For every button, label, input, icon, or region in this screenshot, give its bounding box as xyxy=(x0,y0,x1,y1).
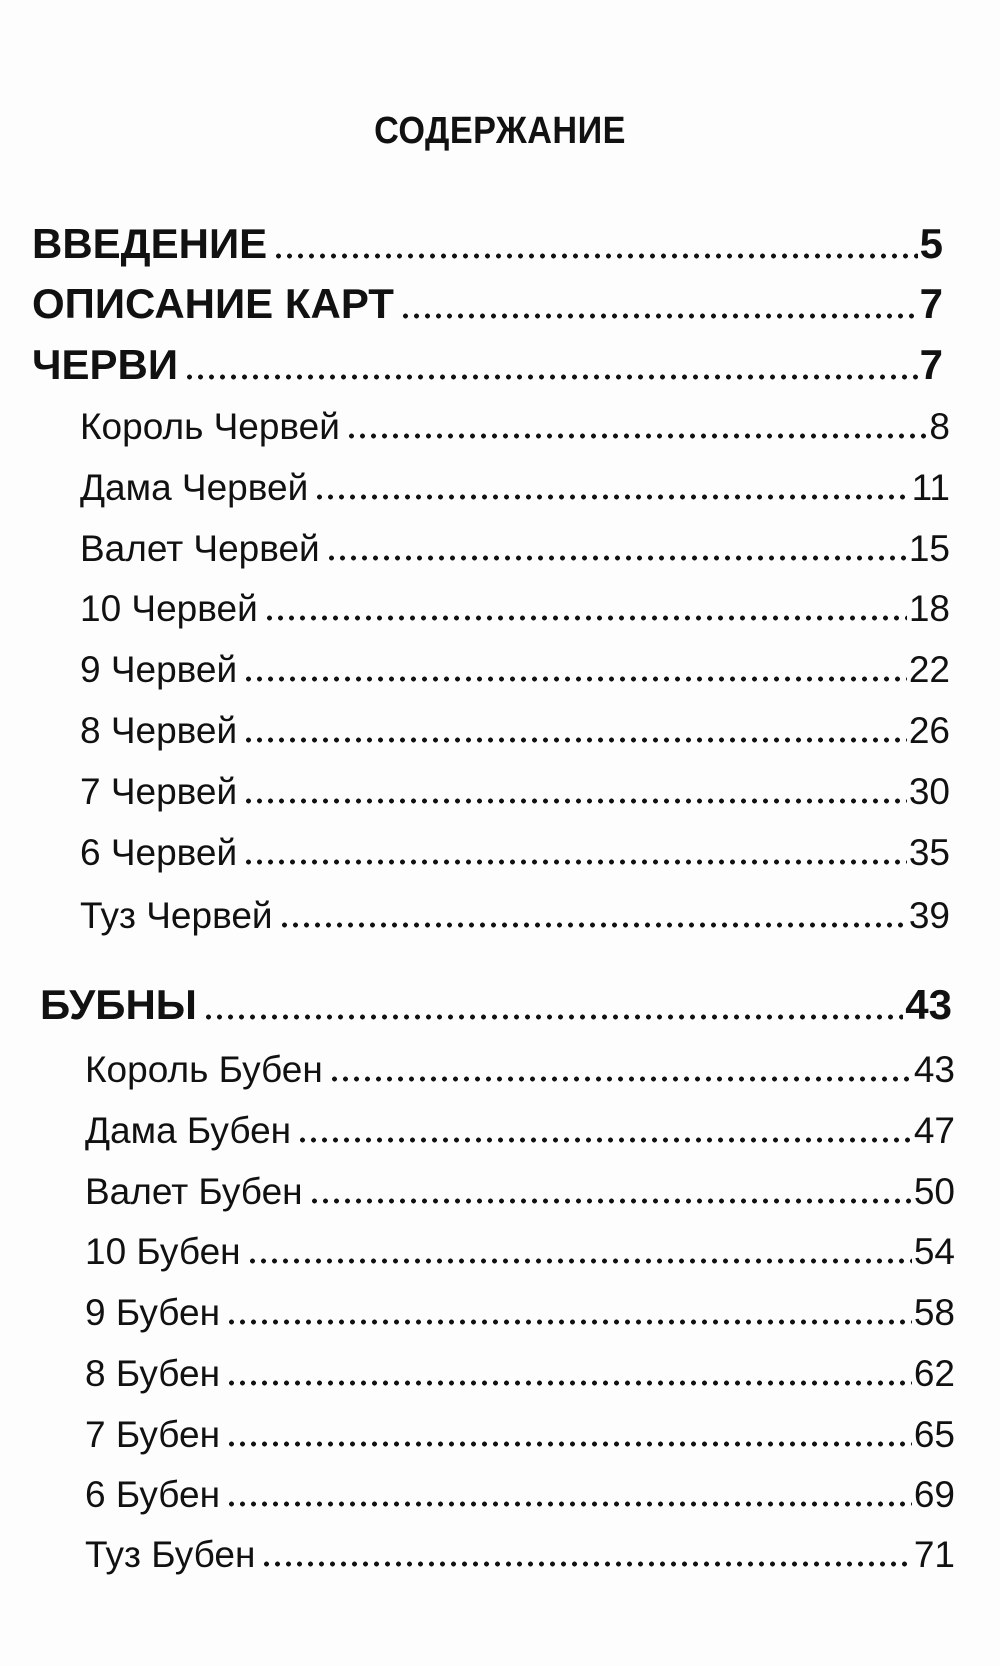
dot-leader xyxy=(243,798,907,804)
entry-title: Валет Червей xyxy=(80,528,320,569)
entry-title: Туз Бубен xyxy=(85,1534,256,1575)
toc-subentry: 6 Бубен 69 xyxy=(85,1466,955,1516)
page-number: 26 xyxy=(908,710,950,751)
dot-leader xyxy=(246,1258,912,1264)
entry-title: 7 Червей xyxy=(80,771,238,812)
dot-leader xyxy=(226,1501,912,1507)
toc-subentry: 10 Червей 18 xyxy=(80,580,950,630)
toc-subentry: Дама Бубен 47 xyxy=(85,1102,955,1152)
toc-section-entry: БУБНЫ 43 xyxy=(40,979,952,1029)
entry-title: БУБНЫ xyxy=(40,981,197,1028)
page-number: 15 xyxy=(908,528,950,569)
entry-title: 10 Бубен xyxy=(85,1231,241,1272)
page-number: 30 xyxy=(908,771,950,812)
dot-leader xyxy=(184,374,918,380)
dot-leader xyxy=(297,1137,912,1143)
entry-title: 7 Бубен xyxy=(85,1414,221,1455)
toc-subentry: Король Червей 8 xyxy=(80,398,950,448)
toc-subentry: 7 Червей 30 xyxy=(80,763,950,813)
entry-title: Дама Бубен xyxy=(85,1110,292,1151)
page-number: 7 xyxy=(919,280,943,327)
page-number: 5 xyxy=(919,220,943,267)
page-number: 69 xyxy=(913,1474,955,1515)
entry-title: Туз Червей xyxy=(80,895,273,936)
page-number: 50 xyxy=(913,1171,955,1212)
dot-leader xyxy=(263,615,907,621)
toc-subentry: 8 Червей 26 xyxy=(80,702,950,752)
entry-title: Валет Бубен xyxy=(85,1171,303,1212)
toc-subentry: Дама Червей 11 xyxy=(80,459,950,509)
page-number: 8 xyxy=(929,406,950,447)
page-number: 22 xyxy=(908,649,950,690)
toc-section-entry: ВВЕДЕНИЕ 5 xyxy=(32,218,943,268)
dot-leader xyxy=(243,859,907,865)
entry-title: 9 Червей xyxy=(80,649,238,690)
toc-subentry: Валет Бубен 50 xyxy=(85,1163,955,1213)
dot-leader xyxy=(243,737,907,743)
entry-title: 10 Червей xyxy=(80,588,258,629)
entry-title: ОПИСАНИЕ КАРТ xyxy=(32,280,394,327)
page-number: 35 xyxy=(908,832,950,873)
page-number: 39 xyxy=(908,895,950,936)
dot-leader xyxy=(345,433,928,439)
entry-title: Дама Червей xyxy=(80,467,309,508)
entry-title: 6 Бубен xyxy=(85,1474,221,1515)
toc-subentry: 9 Червей 22 xyxy=(80,641,950,691)
entry-title: ВВЕДЕНИЕ xyxy=(32,220,268,267)
entry-title: Король Червей xyxy=(80,406,340,447)
toc-section-entry: ЧЕРВИ 7 xyxy=(32,339,943,389)
dot-leader xyxy=(273,253,918,259)
dot-leader xyxy=(261,1561,912,1567)
toc-section-entry: ОПИСАНИЕ КАРТ 7 xyxy=(32,278,943,328)
page-number: 58 xyxy=(913,1292,955,1333)
entry-title: 6 Червей xyxy=(80,832,238,873)
dot-leader xyxy=(226,1441,912,1447)
toc-subentry: Валет Червей 15 xyxy=(80,520,950,570)
dot-leader xyxy=(399,313,918,319)
entry-title: Король Бубен xyxy=(85,1049,323,1090)
dot-leader xyxy=(314,494,910,500)
dot-leader xyxy=(226,1380,912,1386)
toc-subentry: 8 Бубен 62 xyxy=(85,1345,955,1395)
dot-leader xyxy=(202,1014,904,1020)
entry-title: 8 Червей xyxy=(80,710,238,751)
dot-leader xyxy=(226,1319,912,1325)
page-number: 18 xyxy=(908,588,950,629)
entry-title: 9 Бубен xyxy=(85,1292,221,1333)
page-number: 65 xyxy=(913,1414,955,1455)
toc-subentry: 7 Бубен 65 xyxy=(85,1406,955,1456)
page-number: 43 xyxy=(905,981,952,1028)
page-number: 71 xyxy=(913,1534,955,1575)
toc-subentry: Туз Червей 39 xyxy=(80,887,950,937)
toc-subentry: Король Бубен 43 xyxy=(85,1041,955,1091)
dot-leader xyxy=(308,1198,912,1204)
page-number: 54 xyxy=(913,1231,955,1272)
entry-title: 8 Бубен xyxy=(85,1353,221,1394)
toc-subentry: Туз Бубен 71 xyxy=(85,1526,955,1576)
toc-subentry: 9 Бубен 58 xyxy=(85,1284,955,1334)
dot-leader xyxy=(278,922,907,928)
dot-leader xyxy=(328,1076,912,1082)
page-number: 7 xyxy=(919,341,943,388)
toc-subentry: 6 Червей 35 xyxy=(80,824,950,874)
toc-subentry: 10 Бубен 54 xyxy=(85,1223,955,1273)
page-number: 62 xyxy=(913,1353,955,1394)
page-title: СОДЕРЖАНИЕ xyxy=(374,110,626,152)
page-number: 11 xyxy=(911,467,950,508)
dot-leader xyxy=(243,676,907,682)
dot-leader xyxy=(325,555,907,561)
page-number: 47 xyxy=(913,1110,955,1151)
entry-title: ЧЕРВИ xyxy=(32,341,179,388)
page-number: 43 xyxy=(913,1049,955,1090)
